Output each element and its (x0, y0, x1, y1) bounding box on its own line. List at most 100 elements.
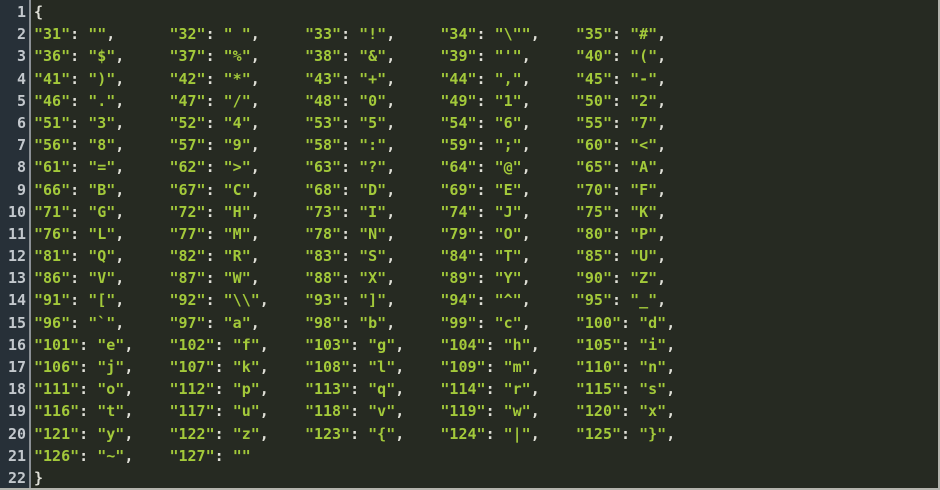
punctuation-token: , (115, 136, 170, 155)
code-line[interactable]: "76": "L", "77": "M", "78": "N", "79": "… (34, 223, 938, 245)
punctuation-token: : (612, 91, 631, 110)
string-token: "+" (359, 69, 387, 88)
code-area[interactable]: { "31": "", "32": " ", "33": "!", "34": "… (31, 0, 938, 488)
string-token: "" (88, 25, 107, 44)
code-line[interactable]: "101": "e", "102": "f", "103": "g", "104… (34, 334, 938, 356)
string-token: "110" (575, 358, 622, 376)
punctuation-token: { (34, 3, 44, 21)
string-token: "9" (223, 136, 251, 155)
string-token: "85" (575, 247, 612, 266)
string-token: "j" (97, 358, 125, 376)
punctuation-token: , (259, 402, 305, 421)
punctuation-token: , (657, 25, 667, 44)
code-line[interactable]: "121": "y", "122": "z", "123": "{", "124… (34, 423, 938, 445)
punctuation-token: : (205, 180, 224, 199)
punctuation-token: , (530, 402, 576, 421)
string-token: "83" (304, 247, 342, 266)
line-number: 19 (7, 402, 26, 421)
punctuation-token: : (70, 269, 89, 288)
punctuation-token: : (341, 180, 360, 199)
code-line[interactable]: "91": "[", "92": "\\", "93": "]", "94": … (34, 289, 938, 311)
punctuation-token: , (666, 402, 676, 421)
code-line[interactable]: "36": "$", "37": "%", "38": "&", "39": "… (34, 45, 938, 67)
punctuation-token: : (612, 247, 631, 266)
punctuation-token: : (70, 313, 89, 332)
code-line[interactable]: "41": ")", "42": "*", "43": "+", "44": "… (34, 68, 938, 90)
code-line[interactable]: "126": "~", "127": "" (34, 445, 938, 467)
punctuation-token: , (666, 424, 676, 443)
punctuation-token: : (485, 402, 504, 421)
code-line[interactable]: "51": "3", "52": "4", "53": "5", "54": "… (34, 112, 938, 134)
line-number: 13 (7, 269, 26, 288)
punctuation-token: : (79, 446, 98, 465)
line-number: 14 (7, 291, 26, 310)
line-number: 3 (16, 47, 26, 66)
punctuation-token: , (530, 25, 576, 44)
string-token: "46" (34, 91, 71, 110)
code-line[interactable]: "61": "=", "62": ">", "63": "?", "64": "… (34, 156, 938, 178)
punctuation-token: , (106, 25, 170, 44)
string-token: "0" (359, 91, 387, 110)
code-line[interactable]: "46": ".", "47": "/", "48": "0", "49": "… (34, 90, 938, 112)
code-line[interactable]: "86": "V", "87": "W", "88": "X", "89": "… (34, 267, 938, 289)
string-token: "47" (169, 91, 206, 110)
string-token: "87" (169, 269, 206, 288)
string-token: "s" (639, 380, 667, 399)
punctuation-token: : (70, 136, 89, 155)
string-token: "]" (359, 291, 387, 310)
punctuation-token: , (386, 202, 441, 221)
string-token: "`" (88, 313, 116, 332)
punctuation-token: , (124, 402, 170, 421)
punctuation-token: : (205, 224, 224, 243)
punctuation-token: : (341, 136, 360, 155)
punctuation-token: , (395, 335, 441, 354)
punctuation-token: , (250, 224, 305, 243)
punctuation-token: : (341, 47, 360, 66)
code-line[interactable]: "81": "Q", "82": "R", "83": "S", "84": "… (34, 245, 938, 267)
punctuation-token: , (521, 69, 576, 88)
string-token: "l" (368, 358, 396, 376)
string-token: "80" (575, 224, 612, 243)
code-line[interactable]: "66": "B", "67": "C", "68": "D", "69": "… (34, 179, 938, 201)
punctuation-token: : (70, 113, 89, 132)
code-line[interactable]: "106": "j", "107": "k", "108": "l", "109… (34, 356, 938, 378)
punctuation-token: , (657, 224, 667, 243)
string-token: "X" (359, 269, 387, 288)
punctuation-token: : (476, 313, 495, 332)
punctuation-token: , (259, 424, 305, 443)
code-line[interactable]: "111": "o", "112": "p", "113": "q", "114… (34, 378, 938, 400)
string-token: "67" (169, 180, 206, 199)
string-token: "i" (639, 335, 667, 354)
code-line[interactable]: "116": "t", "117": "u", "118": "v", "119… (34, 400, 938, 422)
punctuation-token: : (70, 291, 89, 310)
line-number: 21 (7, 446, 26, 465)
punctuation-token: , (657, 158, 667, 177)
code-line[interactable]: { (34, 1, 938, 23)
code-line[interactable]: "31": "", "32": " ", "33": "!", "34": "\… (34, 23, 938, 45)
punctuation-token: : (70, 180, 89, 199)
line-number: 15 (7, 313, 26, 332)
string-token: "$" (88, 47, 116, 66)
punctuation-token: , (115, 158, 170, 177)
string-token: "77" (169, 224, 206, 243)
punctuation-token: , (657, 136, 667, 155)
string-token: "J" (494, 202, 522, 221)
string-token: "96" (34, 313, 71, 332)
code-line[interactable]: "96": "`", "97": "a", "98": "b", "99": "… (34, 312, 938, 334)
code-line[interactable]: "56": "8", "57": "9", "58": ":", "59": "… (34, 134, 938, 156)
code-line[interactable]: "71": "G", "72": "H", "73": "I", "74": "… (34, 201, 938, 223)
string-token: "119" (440, 402, 486, 421)
string-token: "q" (368, 380, 396, 399)
string-token: "43" (304, 69, 342, 88)
string-token: "4" (223, 113, 251, 132)
string-token: "65" (575, 158, 612, 177)
punctuation-token: : (205, 136, 224, 155)
string-token: "V" (88, 269, 116, 288)
code-line[interactable]: } (34, 467, 938, 488)
string-token: "z" (232, 424, 260, 443)
punctuation-token: , (657, 291, 667, 310)
punctuation-token: : (621, 424, 640, 443)
punctuation-token: , (395, 380, 441, 399)
string-token: "71" (34, 202, 71, 221)
punctuation-token: , (124, 358, 170, 376)
